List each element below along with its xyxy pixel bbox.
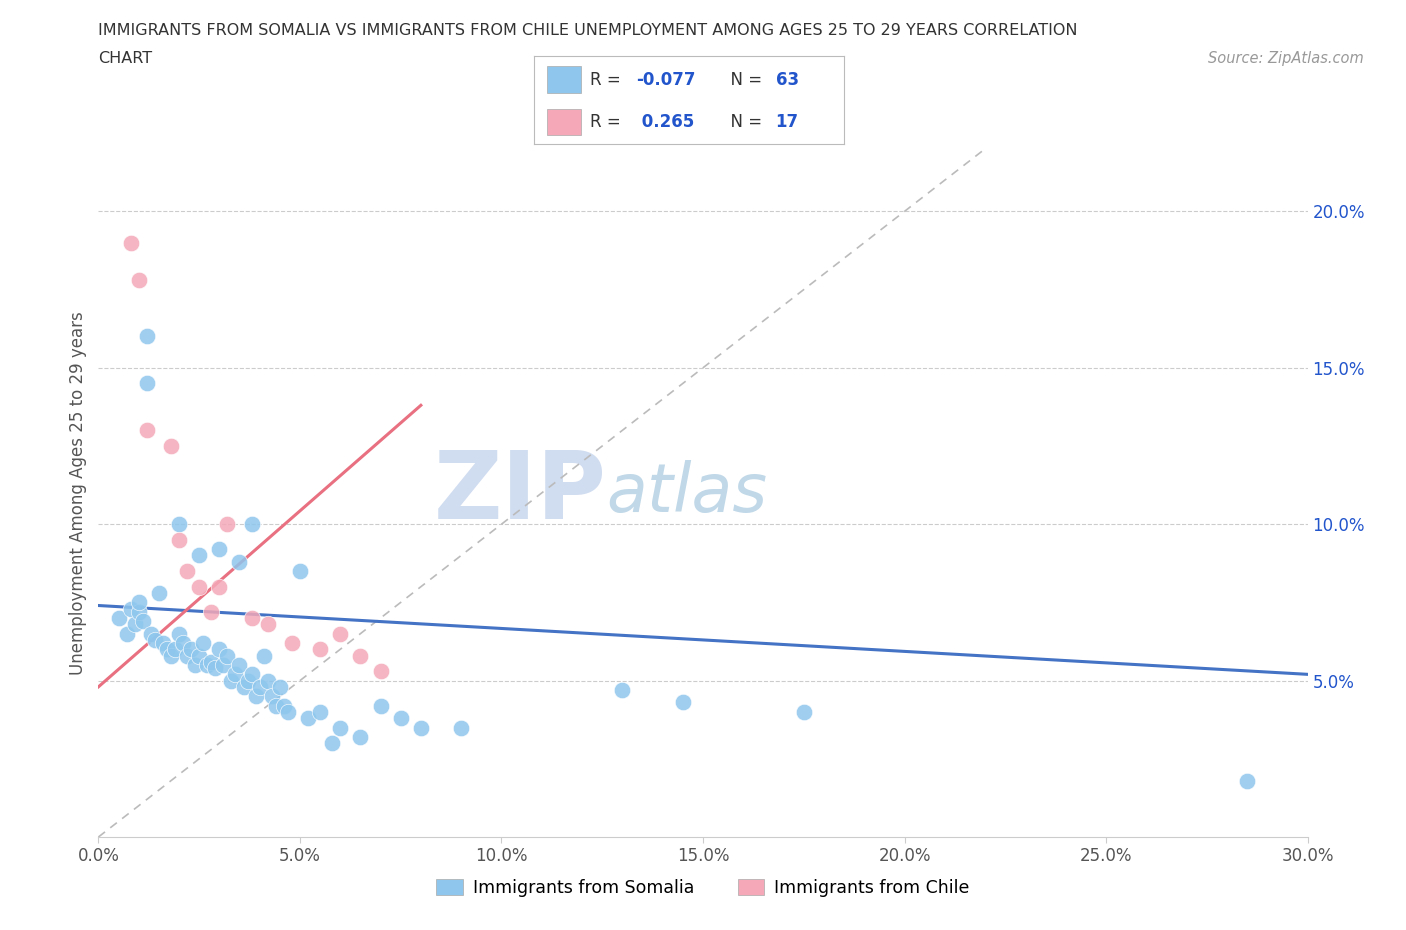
Point: [167, 517, 190, 532]
Point: [269, 680, 291, 695]
Point: [409, 720, 432, 735]
Point: [172, 635, 194, 650]
Point: [281, 635, 304, 650]
Point: [370, 698, 392, 713]
Point: [264, 698, 287, 713]
Text: R =: R =: [591, 71, 626, 88]
Text: CHART: CHART: [98, 51, 152, 66]
Point: [195, 658, 218, 672]
Point: [450, 720, 472, 735]
Point: [193, 635, 215, 650]
FancyBboxPatch shape: [547, 66, 581, 93]
Text: 0.265: 0.265: [637, 113, 695, 131]
Text: atlas: atlas: [606, 460, 768, 525]
Point: [245, 689, 267, 704]
Point: [240, 517, 263, 532]
Point: [188, 548, 211, 563]
Point: [256, 673, 278, 688]
Point: [224, 667, 246, 682]
Point: [128, 604, 150, 619]
Point: [184, 658, 207, 672]
Point: [212, 658, 235, 672]
Point: [1236, 773, 1258, 788]
Point: [612, 683, 634, 698]
Point: [329, 720, 352, 735]
Point: [273, 698, 295, 713]
Point: [143, 632, 166, 647]
Point: [156, 642, 179, 657]
Text: Source: ZipAtlas.com: Source: ZipAtlas.com: [1208, 51, 1364, 66]
Point: [288, 564, 311, 578]
Text: ZIP: ZIP: [433, 447, 606, 538]
Point: [208, 642, 231, 657]
Point: [672, 695, 695, 710]
Point: [120, 601, 142, 616]
Point: [200, 655, 222, 670]
Text: 17: 17: [776, 113, 799, 131]
Point: [160, 648, 183, 663]
Point: [128, 595, 150, 610]
Point: [176, 648, 198, 663]
Point: [389, 711, 412, 725]
Point: [232, 680, 254, 695]
Point: [256, 617, 278, 631]
Point: [277, 704, 299, 719]
Y-axis label: Unemployment Among Ages 25 to 29 years: Unemployment Among Ages 25 to 29 years: [69, 311, 87, 675]
Point: [253, 648, 276, 663]
Point: [132, 614, 155, 629]
Point: [120, 235, 142, 250]
Point: [370, 664, 392, 679]
Point: [160, 439, 183, 454]
Point: [217, 517, 239, 532]
Point: [249, 680, 271, 695]
Point: [349, 729, 371, 744]
Point: [188, 648, 211, 663]
FancyBboxPatch shape: [547, 109, 581, 136]
Point: [135, 329, 157, 344]
Point: [349, 648, 371, 663]
Point: [128, 272, 150, 287]
Point: [167, 532, 190, 547]
Point: [260, 689, 283, 704]
Point: [240, 611, 263, 626]
Point: [793, 704, 815, 719]
Point: [236, 673, 259, 688]
Point: [135, 423, 157, 438]
Legend: Immigrants from Somalia, Immigrants from Chile: Immigrants from Somalia, Immigrants from…: [429, 872, 977, 904]
Point: [148, 586, 170, 601]
Point: [208, 542, 231, 557]
Point: [163, 642, 186, 657]
Point: [188, 579, 211, 594]
Point: [329, 626, 352, 641]
Point: [217, 648, 239, 663]
Point: [152, 635, 174, 650]
Text: 63: 63: [776, 71, 799, 88]
Point: [240, 667, 263, 682]
Point: [228, 658, 250, 672]
Point: [204, 660, 226, 675]
Point: [124, 617, 146, 631]
Point: [297, 711, 319, 725]
Point: [221, 673, 243, 688]
Point: [228, 554, 250, 569]
Point: [180, 642, 202, 657]
Point: [208, 579, 231, 594]
Point: [115, 626, 138, 641]
Point: [176, 564, 198, 578]
Point: [321, 736, 343, 751]
Text: IMMIGRANTS FROM SOMALIA VS IMMIGRANTS FROM CHILE UNEMPLOYMENT AMONG AGES 25 TO 2: IMMIGRANTS FROM SOMALIA VS IMMIGRANTS FR…: [98, 23, 1078, 38]
Text: N =: N =: [720, 113, 768, 131]
Text: R =: R =: [591, 113, 626, 131]
Point: [107, 611, 129, 626]
Point: [167, 626, 190, 641]
Text: -0.077: -0.077: [637, 71, 696, 88]
Point: [309, 704, 332, 719]
Point: [309, 642, 332, 657]
Text: N =: N =: [720, 71, 768, 88]
Point: [135, 376, 157, 391]
Point: [200, 604, 222, 619]
Point: [139, 626, 162, 641]
